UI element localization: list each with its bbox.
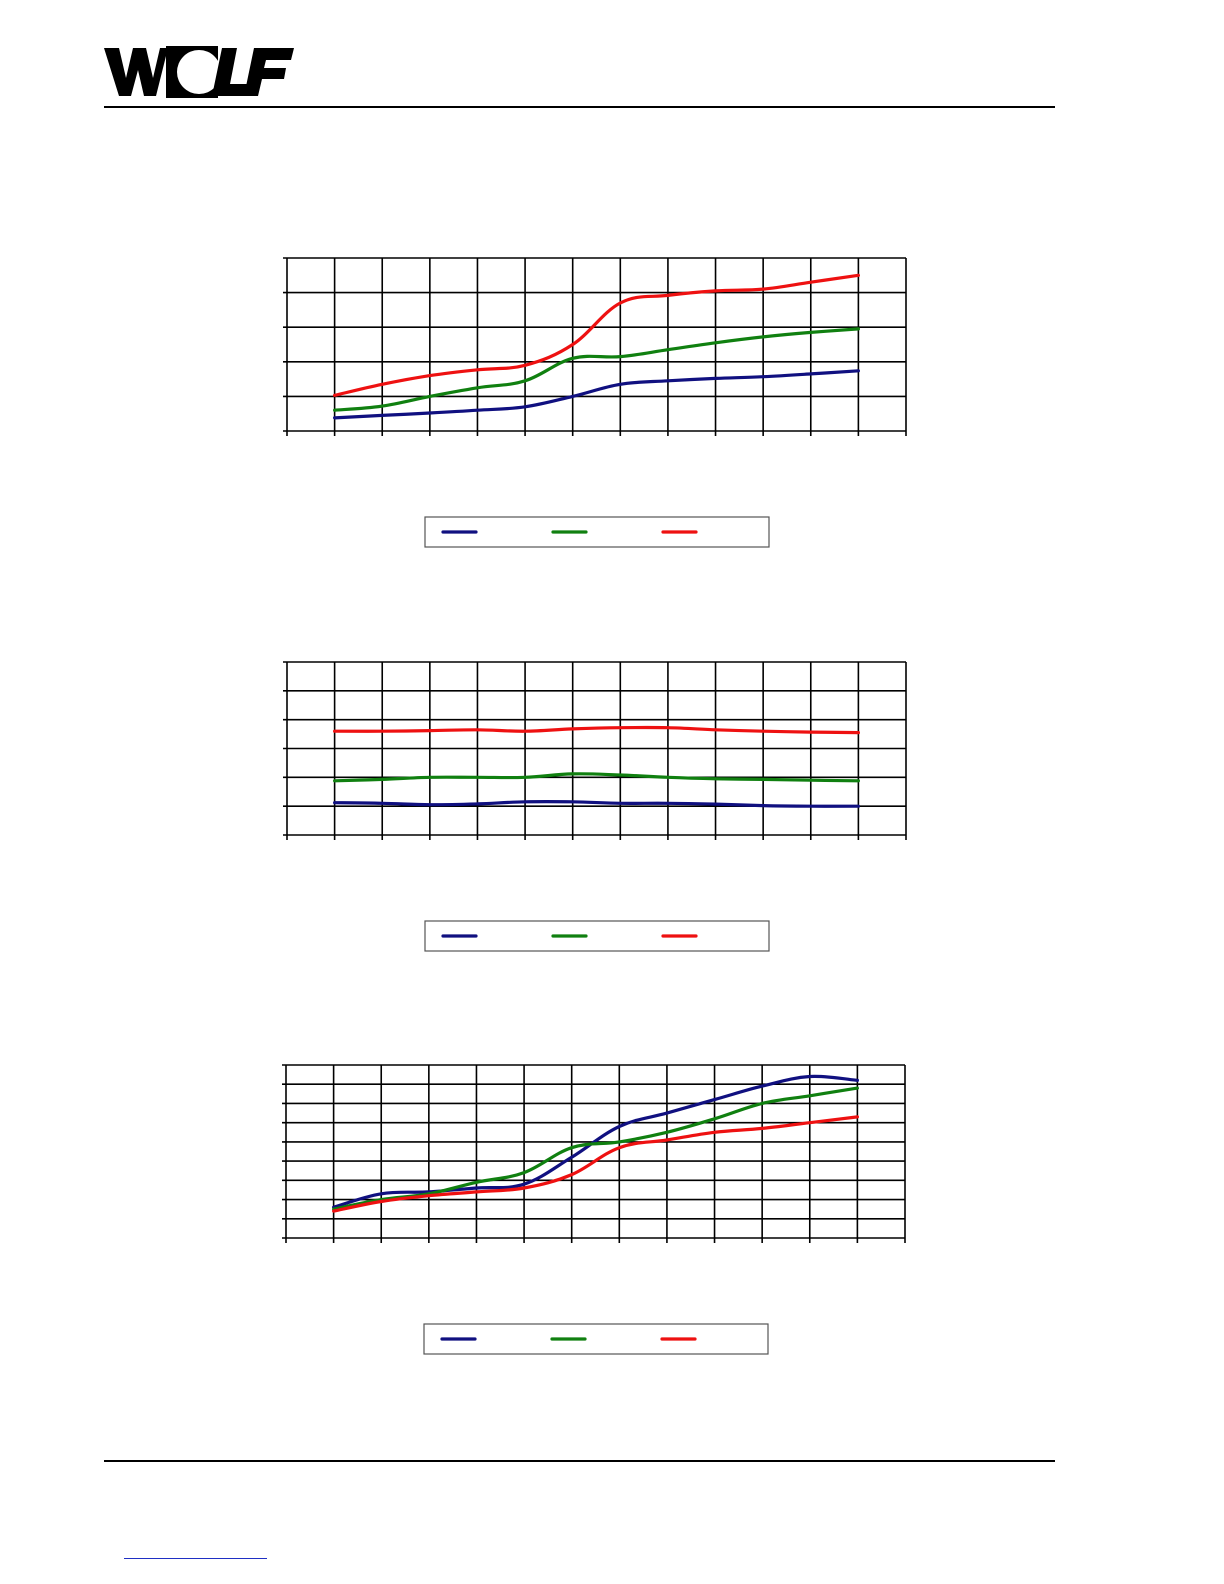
chart-3-svg — [282, 1064, 906, 1355]
legend-box — [424, 920, 770, 952]
series-line-1 — [332, 1074, 859, 1209]
wolf-logo — [104, 44, 294, 100]
plot-grid — [282, 1064, 906, 1243]
chart-2-svg — [283, 661, 907, 952]
footer-rule — [104, 1460, 1055, 1462]
series-line-2 — [333, 772, 860, 783]
plot-grid — [283, 661, 907, 840]
series-line-3 — [333, 273, 860, 397]
series-line-1 — [333, 800, 860, 808]
chart-legend — [424, 920, 770, 952]
chart-1 — [0, 250, 1224, 555]
chart-2 — [0, 655, 1224, 960]
header-rule — [104, 106, 1055, 108]
series-line-3 — [332, 1115, 859, 1213]
series-line-2 — [332, 1086, 859, 1211]
chart-1-svg — [283, 257, 907, 548]
series-line-3 — [333, 725, 860, 735]
chart-legend — [423, 1323, 769, 1355]
chart-legend — [424, 516, 770, 548]
legend-box — [423, 1323, 769, 1355]
series-line-2 — [333, 327, 860, 412]
chart-3 — [0, 1058, 1224, 1363]
footer-link-underline[interactable] — [124, 1558, 267, 1559]
series-line-1 — [333, 369, 860, 420]
legend-box — [424, 516, 770, 548]
wolf-logo-icon — [104, 46, 294, 98]
plot-grid — [283, 257, 907, 436]
